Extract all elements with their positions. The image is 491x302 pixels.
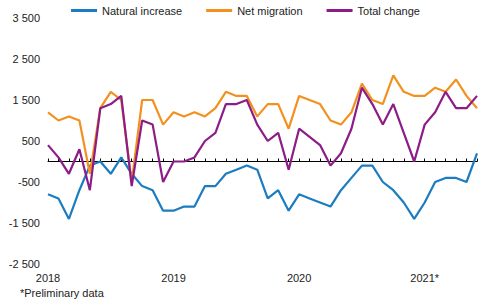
svg-text:2 500: 2 500	[12, 53, 40, 65]
svg-text:*Preliminary data: *Preliminary data	[20, 287, 105, 299]
svg-text:2020: 2020	[287, 272, 311, 284]
svg-text:2019: 2019	[161, 272, 185, 284]
svg-text:2018: 2018	[36, 272, 60, 284]
svg-text:-500: -500	[18, 176, 40, 188]
svg-text:3 500: 3 500	[12, 12, 40, 24]
svg-text:-2 500: -2 500	[9, 258, 40, 270]
svg-text:Total change: Total change	[358, 5, 420, 17]
svg-text:Natural increase: Natural increase	[102, 5, 182, 17]
svg-text:500: 500	[22, 135, 40, 147]
svg-text:1 500: 1 500	[12, 94, 40, 106]
svg-text:Net migration: Net migration	[237, 5, 302, 17]
svg-text:-1 500: -1 500	[9, 217, 40, 229]
svg-text:2021*: 2021*	[410, 272, 439, 284]
